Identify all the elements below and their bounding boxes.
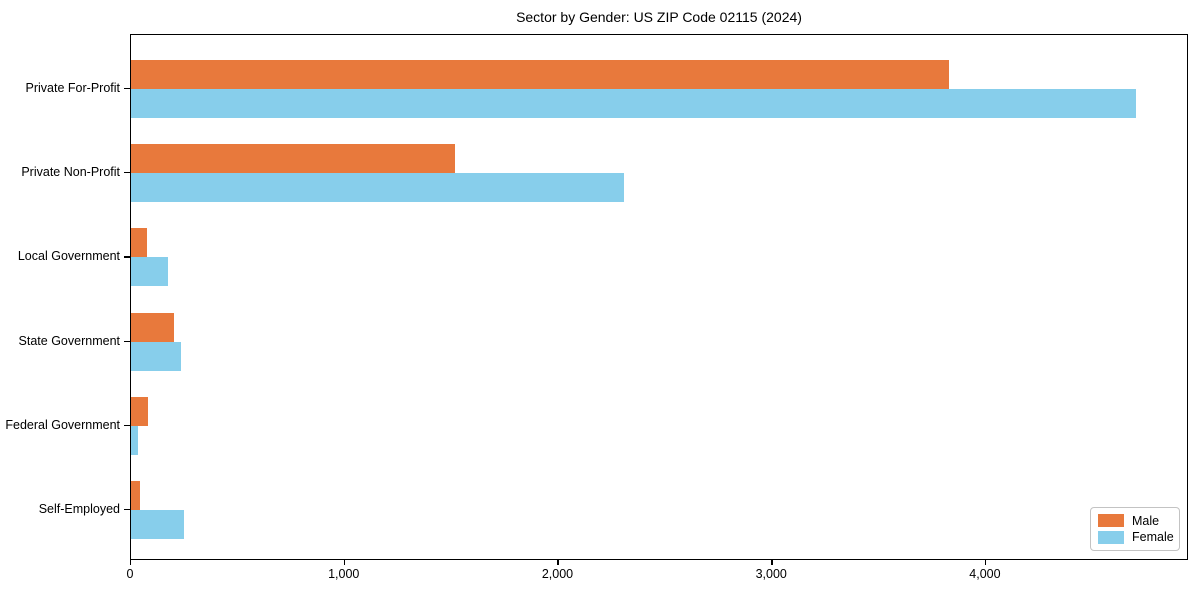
legend-item-female: Female [1098,530,1174,545]
y-tick-label: Private Non-Profit [21,165,120,180]
y-tick-label: Local Government [17,249,120,264]
bar-male-3 [131,312,174,342]
bar-female-3 [131,341,182,371]
bar-male-0 [131,60,950,89]
legend-label: Female [1132,530,1174,545]
chart-title: Sector by Gender: US ZIP Code 02115 (202… [516,9,802,25]
bar-male-4 [131,396,149,426]
x-tick-mark [343,560,346,565]
y-tick-mark [124,509,130,511]
x-tick-label: 0 [126,567,134,581]
x-tick-label: 3,000 [755,567,787,581]
legend: Male Female [1090,507,1180,551]
x-tick-mark [130,560,132,565]
y-tick-label: Federal Government [5,417,120,432]
bar-male-2 [131,228,147,258]
x-tick-label: 4,000 [969,567,1001,581]
x-tick-mark [557,560,559,565]
y-tick-mark [124,88,130,90]
legend-swatch-male [1098,514,1124,528]
legend-swatch-female [1098,530,1124,544]
y-tick-mark [124,172,130,174]
legend-label: Male [1132,513,1160,528]
bar-female-0 [131,89,1136,118]
y-tick-mark [124,256,130,258]
bar-female-5 [131,510,185,539]
y-tick-label: State Government [18,333,120,348]
y-tick-mark [124,424,130,427]
x-tick-mark [771,560,773,565]
x-tick-mark [984,560,987,565]
x-tick-label: 2,000 [541,567,574,581]
bar-male-1 [131,144,456,174]
plot-area [130,34,1188,560]
bar-female-2 [131,257,169,287]
y-tick-label: Private For-Profit [25,81,120,95]
y-tick-label: Self-Employed [38,502,120,516]
legend-item-male: Male [1098,514,1172,528]
y-tick-mark [124,340,130,342]
bar-male-5 [131,481,140,510]
bar-female-4 [131,425,139,455]
bar-female-1 [131,173,624,203]
x-tick-label: 1,000 [328,567,360,581]
